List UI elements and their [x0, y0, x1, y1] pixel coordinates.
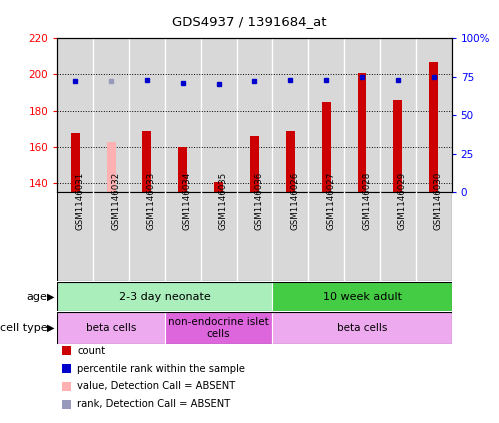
- Text: beta cells: beta cells: [86, 323, 136, 333]
- Text: ▶: ▶: [47, 291, 55, 302]
- Text: GSM1146028: GSM1146028: [362, 172, 371, 231]
- Text: GSM1146029: GSM1146029: [398, 172, 407, 231]
- Text: non-endocrine islet
cells: non-endocrine islet cells: [168, 317, 269, 339]
- Text: GSM1146034: GSM1146034: [183, 172, 192, 231]
- Bar: [107, 142, 116, 192]
- Bar: [93, 38, 129, 192]
- Bar: [272, 38, 308, 192]
- Text: count: count: [77, 346, 105, 356]
- Text: ▶: ▶: [47, 323, 55, 333]
- Text: GSM1146031: GSM1146031: [75, 172, 84, 231]
- Bar: [416, 38, 452, 192]
- Text: 2-3 day neonate: 2-3 day neonate: [119, 291, 211, 302]
- Bar: [237, 38, 272, 192]
- Text: GSM1146033: GSM1146033: [147, 172, 156, 231]
- Bar: [129, 38, 165, 192]
- Text: GSM1146035: GSM1146035: [219, 172, 228, 231]
- Bar: [286, 131, 295, 192]
- Text: GSM1146026: GSM1146026: [290, 172, 299, 231]
- Text: GSM1146027: GSM1146027: [326, 172, 335, 231]
- Bar: [143, 131, 152, 192]
- Text: GSM1146036: GSM1146036: [254, 172, 263, 231]
- Text: rank, Detection Call = ABSENT: rank, Detection Call = ABSENT: [77, 399, 231, 409]
- Bar: [380, 38, 416, 192]
- Bar: [57, 282, 272, 311]
- Text: age: age: [26, 291, 47, 302]
- Bar: [272, 282, 452, 311]
- Bar: [357, 73, 366, 192]
- Bar: [214, 181, 223, 192]
- Bar: [308, 38, 344, 192]
- Text: beta cells: beta cells: [337, 323, 387, 333]
- Bar: [272, 312, 452, 344]
- Bar: [344, 38, 380, 192]
- Bar: [429, 62, 438, 192]
- Bar: [393, 100, 402, 192]
- Text: percentile rank within the sample: percentile rank within the sample: [77, 364, 246, 374]
- Bar: [201, 38, 237, 192]
- Text: GSM1146030: GSM1146030: [434, 172, 443, 231]
- Bar: [165, 312, 272, 344]
- Bar: [165, 38, 201, 192]
- Text: 10 week adult: 10 week adult: [322, 291, 402, 302]
- Bar: [322, 102, 331, 192]
- Text: GSM1146032: GSM1146032: [111, 172, 120, 231]
- Bar: [250, 136, 259, 192]
- Text: cell type: cell type: [0, 323, 47, 333]
- Bar: [57, 312, 165, 344]
- Text: GDS4937 / 1391684_at: GDS4937 / 1391684_at: [172, 15, 327, 28]
- Bar: [57, 38, 93, 192]
- Text: value, Detection Call = ABSENT: value, Detection Call = ABSENT: [77, 382, 236, 391]
- Bar: [71, 132, 80, 192]
- Bar: [178, 147, 187, 192]
